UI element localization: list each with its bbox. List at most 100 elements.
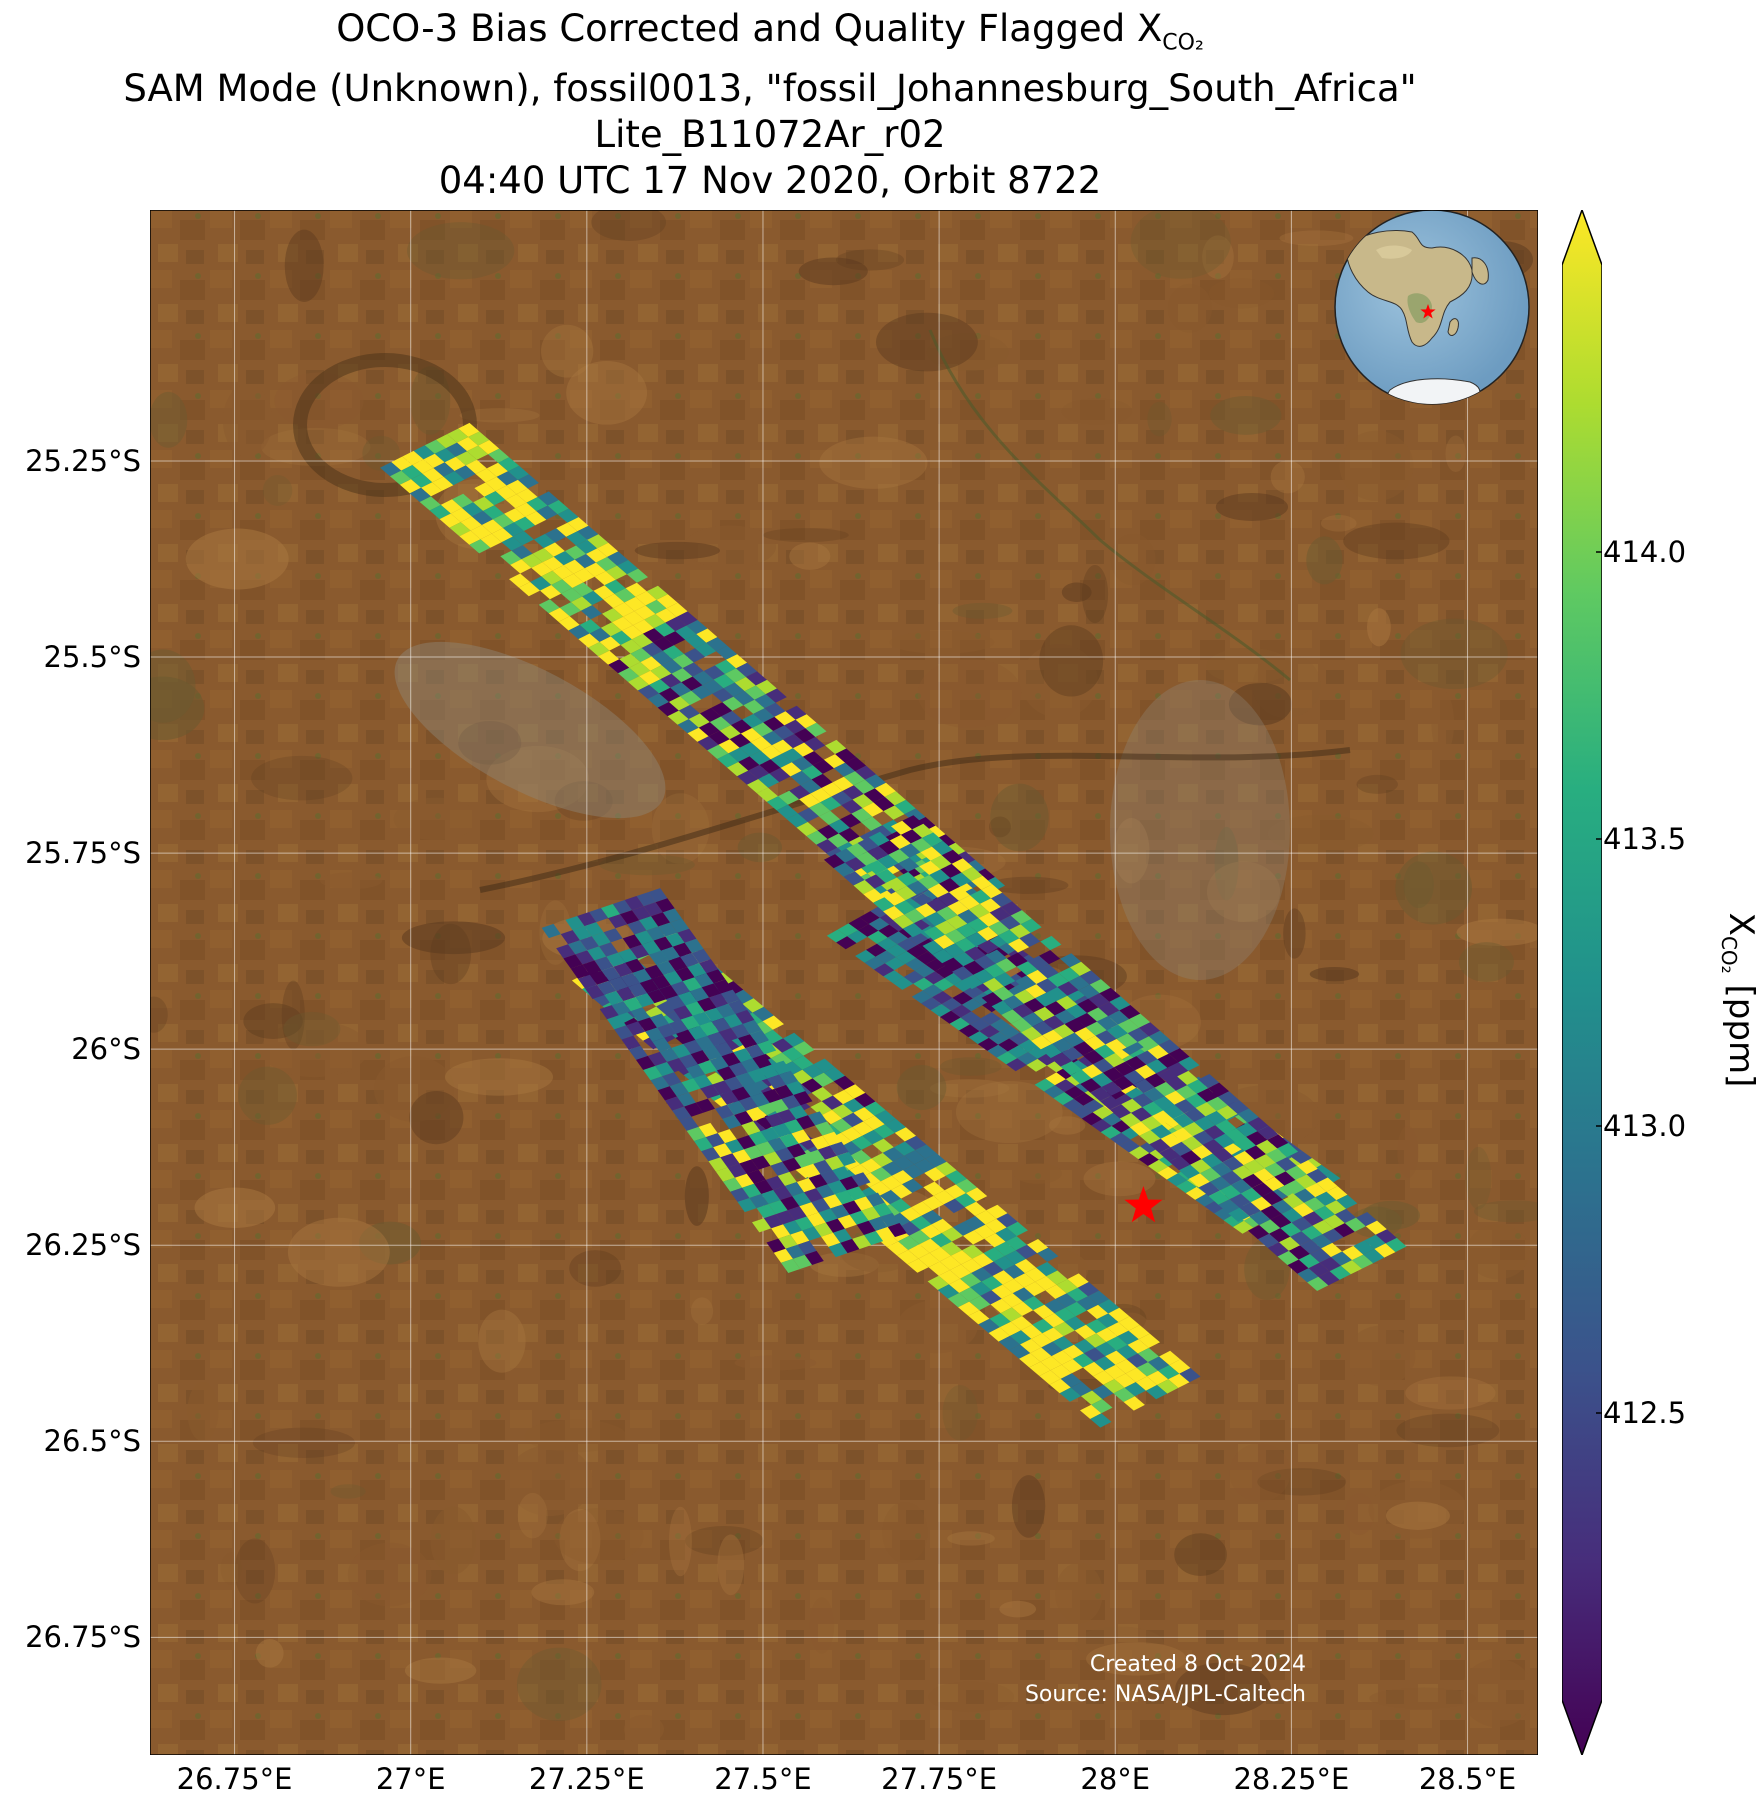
- xco2-cell: [1185, 1093, 1207, 1108]
- xco2-cell: [848, 917, 869, 931]
- xco2-cell: [683, 1039, 703, 1055]
- terrain-patch: [1385, 1501, 1450, 1530]
- xco2-cell: [643, 1066, 663, 1081]
- xco2-cell: [827, 833, 849, 848]
- xco2-cell: [972, 1253, 994, 1268]
- xco2-cell: [1002, 1278, 1024, 1294]
- xco2-cell: [734, 1173, 754, 1188]
- xco2-cell: [566, 531, 588, 546]
- xco2-cell: [981, 884, 1003, 899]
- xco2-cell: [845, 757, 867, 772]
- xco2-cell: [810, 1101, 832, 1116]
- xco2-cell: [601, 966, 621, 981]
- xco2-cell: [806, 1212, 826, 1227]
- xco2-cell: [1025, 984, 1047, 999]
- terrain-patch: [284, 229, 324, 302]
- xco2-cell: [933, 1190, 955, 1205]
- xco2-cell: [817, 1145, 837, 1160]
- xco2-cell: [663, 971, 683, 986]
- terrain-patch: [517, 1492, 548, 1539]
- xco2-cell: [458, 422, 480, 437]
- xco2-cell: [878, 924, 899, 938]
- xco2-cell: [1174, 1099, 1196, 1114]
- xco2-cell: [650, 665, 672, 680]
- xco2-cell: [647, 989, 667, 1004]
- xco2-cell: [825, 1155, 845, 1171]
- xco2-cell: [1081, 1112, 1103, 1126]
- xco2-cell: [1084, 1333, 1107, 1348]
- xco2-cell: [547, 500, 569, 515]
- xco2-cell: [1168, 1048, 1190, 1063]
- xco2-cell: [621, 1035, 641, 1050]
- terrain-patch: [347, 1542, 432, 1607]
- xco2-cell: [1292, 1202, 1314, 1217]
- xco2-cell: [708, 730, 730, 745]
- map-canvas[interactable]: [150, 210, 1538, 1755]
- xco2-cell: [931, 1218, 953, 1233]
- xco2-cell: [526, 497, 548, 512]
- xco2-cell: [855, 949, 876, 963]
- xco2-cell: [682, 977, 702, 992]
- xco2-cell: [776, 804, 798, 819]
- xco2-cell: [587, 946, 607, 961]
- xco2-cell: [984, 963, 1006, 978]
- xco2-cell: [808, 1174, 828, 1189]
- xco2-cell: [791, 756, 813, 771]
- terrain-patch: [185, 528, 289, 590]
- xco2-cell: [1190, 1159, 1212, 1174]
- xco2-cell: [1308, 1262, 1330, 1277]
- xco2-cell: [696, 628, 718, 643]
- xco2-cell: [1060, 1373, 1082, 1388]
- xco2-cell: [1053, 1024, 1075, 1039]
- xco2-cell: [668, 956, 688, 972]
- xco2-cell: [1344, 1217, 1366, 1232]
- xco2-cell: [774, 1084, 794, 1099]
- xco2-cell: [753, 708, 775, 723]
- xco2-cell: [617, 560, 639, 575]
- xco2-cell: [1040, 935, 1062, 951]
- xco2-cell: [751, 1155, 771, 1170]
- xco2-cell: [1079, 970, 1101, 985]
- xco2-cell: [401, 465, 423, 480]
- xco2-cell: [594, 571, 616, 586]
- xco2-cell: [914, 964, 935, 978]
- xco2-cell: [946, 915, 968, 930]
- xco2-cell: [1016, 961, 1038, 976]
- xco2-cell: [655, 608, 677, 623]
- xco2-cell: [1319, 1257, 1341, 1272]
- xco2-cell: [1296, 1160, 1318, 1175]
- xco2-cell: [702, 679, 724, 694]
- xco2-cell: [1117, 1019, 1139, 1034]
- xco2-cell: [644, 614, 666, 629]
- colorbar-tick-label: 413.5: [1603, 822, 1687, 856]
- lat-tick-label: 26.5°S: [43, 1424, 141, 1459]
- xco2-cell: [1284, 1180, 1306, 1195]
- xco2-cell: [1126, 1353, 1148, 1368]
- xco2-cell: [684, 1102, 704, 1117]
- terrain-patch: [684, 1526, 764, 1556]
- xco2-cell: [509, 573, 531, 588]
- xco2-cell: [970, 889, 991, 904]
- terrain-patch: [187, 1381, 219, 1442]
- xco2-cell: [1113, 1061, 1135, 1076]
- map-panel[interactable]: Created 8 Oct 2024 Source: NASA/JPL-Calt…: [150, 210, 1538, 1755]
- lat-tick-label: 25.25°S: [25, 443, 141, 478]
- terrain-patch: [1458, 942, 1514, 982]
- xco2-cell: [919, 860, 941, 875]
- xco2-cell: [474, 482, 496, 497]
- xco2-cell: [804, 1188, 824, 1203]
- xco2-cell: [827, 1180, 847, 1195]
- xco2-cell: [573, 568, 595, 583]
- xco2-cell: [644, 964, 664, 979]
- xco2-cell: [1003, 1264, 1025, 1279]
- xco2-cell: [765, 1113, 785, 1128]
- terrain-patch: [1405, 1376, 1496, 1410]
- xco2-cell: [990, 1298, 1012, 1314]
- terrain-patch: [762, 528, 849, 543]
- xco2-cell: [613, 602, 635, 617]
- xco2-cell: [631, 906, 651, 921]
- xco2-cell: [891, 1170, 914, 1185]
- xco2-cell: [1105, 1038, 1127, 1054]
- xco2-cell: [1259, 1219, 1281, 1234]
- xco2-cell: [774, 711, 796, 726]
